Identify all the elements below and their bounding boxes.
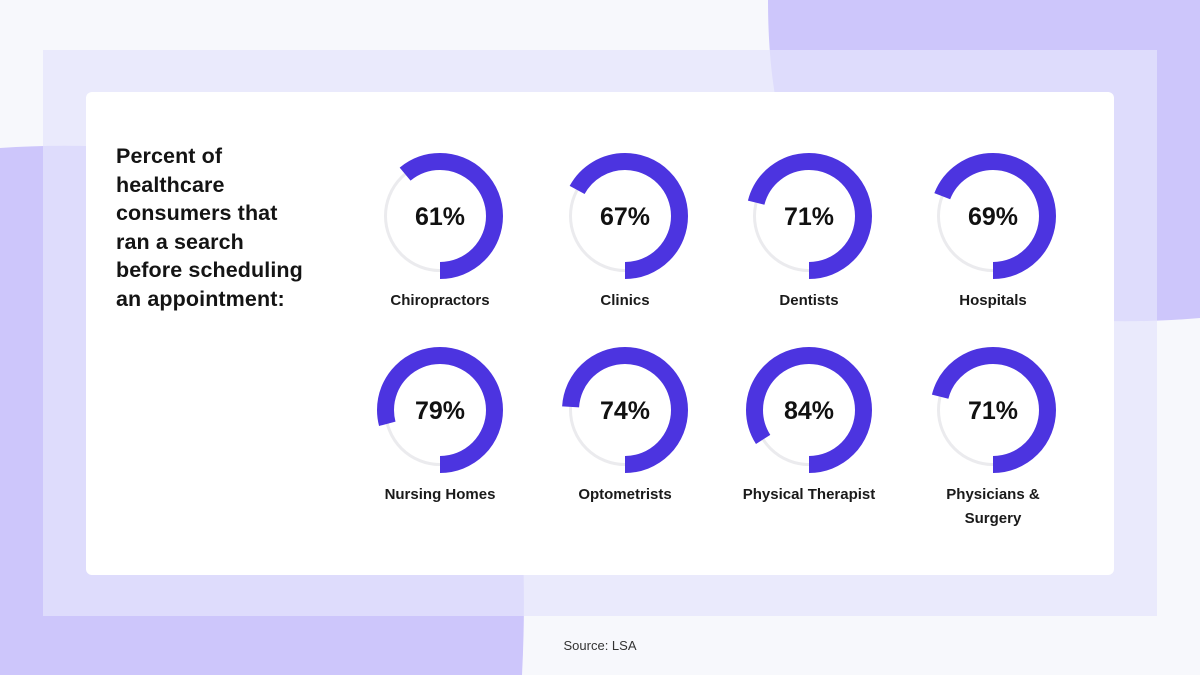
donut-arc-optometrists bbox=[562, 347, 688, 473]
donut-arc-physical-therapist bbox=[746, 347, 872, 473]
donut-value-optometrists: 74% bbox=[600, 397, 650, 425]
donut-label-chiropractors: Chiropractors bbox=[390, 292, 490, 309]
chart-title: Percent of healthcare consumers that ran… bbox=[116, 144, 303, 311]
donut-label-clinics: Clinics bbox=[600, 292, 650, 309]
donut-value-dentists: 71% bbox=[784, 203, 834, 231]
donut-dentists: 71% bbox=[746, 153, 872, 279]
donut-arc-physicians-surgery bbox=[930, 347, 1056, 473]
donut-label-hospitals: Hospitals bbox=[959, 292, 1027, 309]
donut-arc-hospitals bbox=[930, 153, 1056, 279]
donut-label-nursing-homes: Nursing Homes bbox=[384, 486, 496, 503]
donut-physicians-surgery: 71% bbox=[930, 347, 1056, 473]
donut-value-nursing-homes: 79% bbox=[415, 397, 465, 425]
donut-label-physicians-surgery: Physicians & Surgery bbox=[946, 486, 1040, 527]
donut-arc-nursing-homes bbox=[377, 347, 503, 473]
donut-chiropractors: 61% bbox=[377, 153, 503, 279]
donut-value-physical-therapist: 84% bbox=[784, 397, 834, 425]
source-note: Source: LSA bbox=[563, 638, 637, 653]
donut-value-hospitals: 69% bbox=[968, 203, 1018, 231]
donut-value-physicians-surgery: 71% bbox=[968, 397, 1018, 425]
donut-physical-therapist: 84% bbox=[746, 347, 872, 473]
donut-value-chiropractors: 61% bbox=[415, 203, 465, 231]
donut-label-optometrists: Optometrists bbox=[578, 486, 672, 503]
donut-arc-chiropractors bbox=[377, 153, 503, 279]
donut-value-clinics: 67% bbox=[600, 203, 650, 231]
donut-arc-dentists bbox=[746, 153, 872, 279]
donut-hospitals: 69% bbox=[930, 153, 1056, 279]
donut-label-physical-therapist: Physical Therapist bbox=[742, 486, 876, 503]
donut-optometrists: 74% bbox=[562, 347, 688, 473]
donut-clinics: 67% bbox=[562, 153, 688, 279]
donut-arc-clinics bbox=[562, 153, 688, 279]
donut-nursing-homes: 79% bbox=[377, 347, 503, 473]
donut-label-dentists: Dentists bbox=[779, 292, 839, 309]
